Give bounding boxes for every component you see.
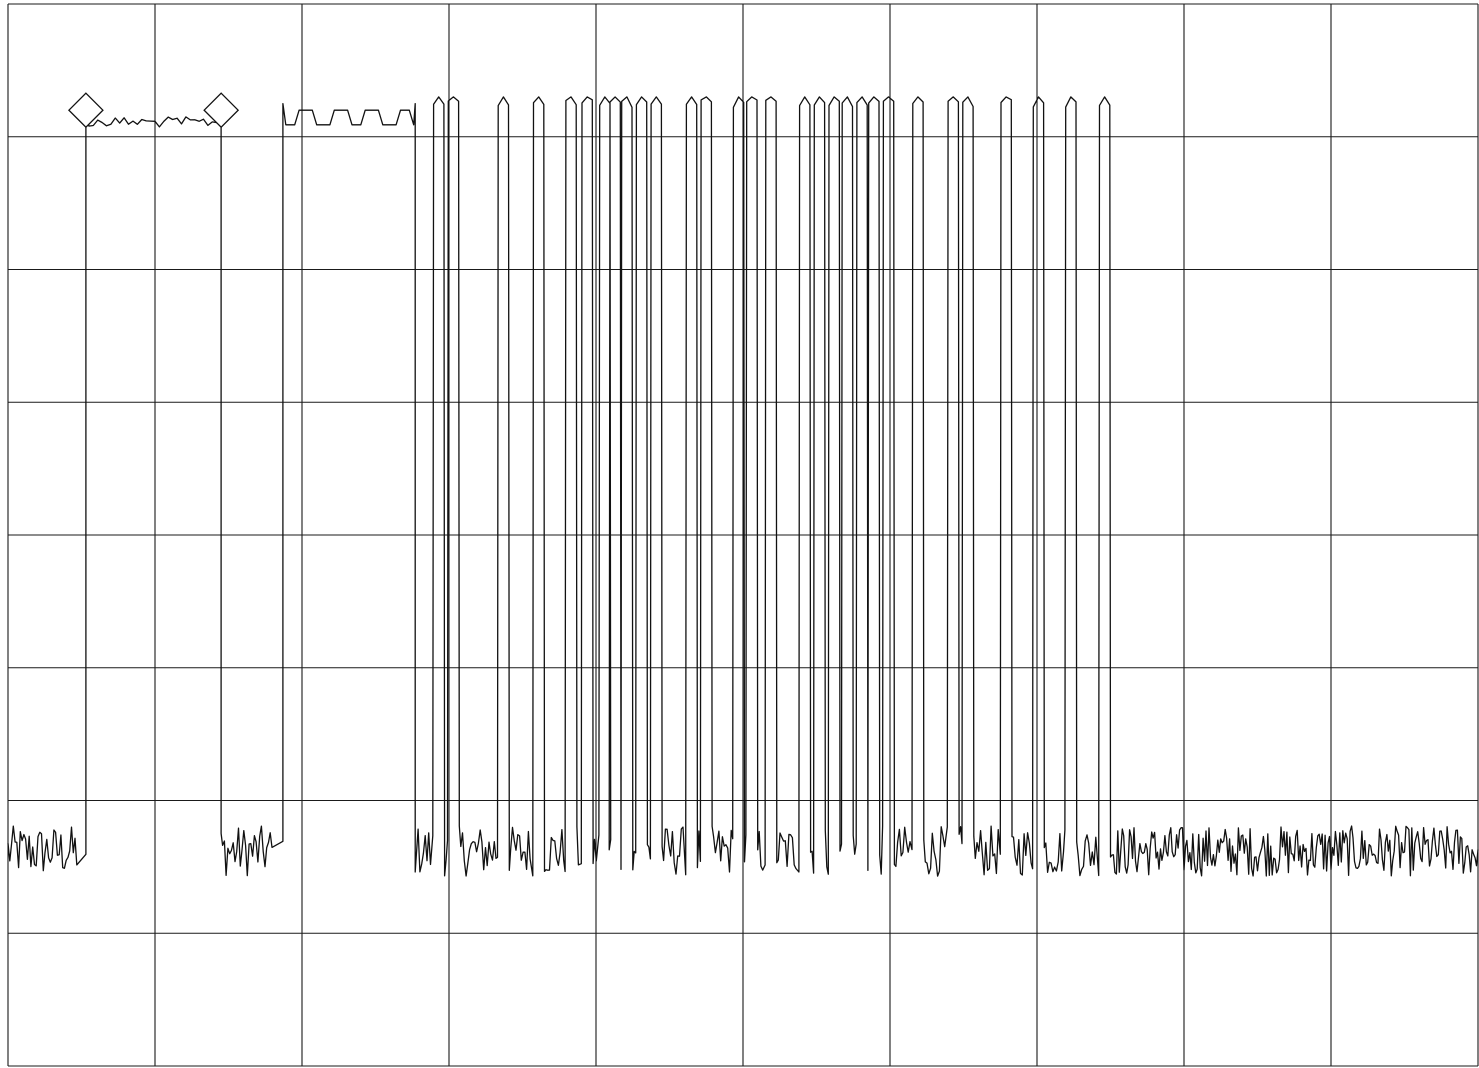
- marker-2-diamond: [203, 92, 240, 129]
- chart-markers: [67, 92, 240, 129]
- chart-grid: [7, 3, 1479, 1067]
- marker-1-diamond: [67, 92, 104, 129]
- chart-trace: [7, 96, 1479, 877]
- trace-line: [7, 96, 1479, 877]
